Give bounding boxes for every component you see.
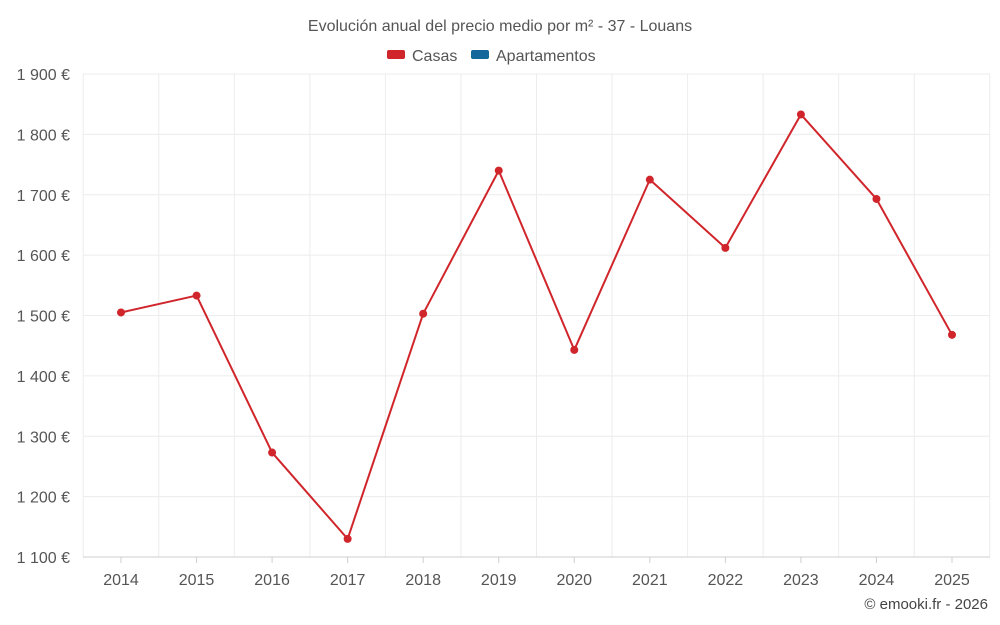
- x-tick-label: 2023: [783, 572, 819, 589]
- y-tick-label: 1 500 €: [17, 309, 70, 326]
- legend-swatch-apartamentos[interactable]: [471, 50, 489, 59]
- x-tick-label: 2025: [934, 572, 970, 589]
- x-tick-label: 2018: [405, 572, 441, 589]
- x-tick-label: 2021: [632, 572, 668, 589]
- x-tick-label: 2022: [708, 572, 744, 589]
- x-tick-label: 2020: [556, 572, 592, 589]
- x-tick-label: 2024: [859, 572, 895, 589]
- y-tick-label: 1 300 €: [17, 429, 70, 446]
- y-tick-label: 1 800 €: [17, 127, 70, 144]
- credit-text: © emooki.fr - 2026: [864, 596, 988, 613]
- data-point[interactable]: [796, 110, 805, 119]
- x-axis: 2014 2015 2016 2017 2018 2019 2020 2021 2022 2023…: [83, 556, 990, 589]
- data-point[interactable]: [721, 243, 730, 252]
- legend-swatch-casas[interactable]: [387, 50, 405, 59]
- data-point[interactable]: [948, 330, 956, 339]
- data-point[interactable]: [872, 194, 881, 203]
- y-tick-label: 1 600 €: [17, 248, 70, 265]
- data-point[interactable]: [268, 448, 277, 457]
- y-tick-label: 1 400 €: [17, 369, 70, 386]
- series-line: [120, 113, 953, 540]
- x-tick-label: 2016: [254, 572, 290, 589]
- legend-label-casas[interactable]: Casas: [412, 48, 457, 65]
- y-tick-label: 1 900 €: [17, 67, 70, 84]
- data-point[interactable]: [192, 291, 201, 300]
- data-point[interactable]: [117, 308, 125, 317]
- data-point[interactable]: [570, 345, 579, 354]
- x-tick-label: 2019: [481, 572, 517, 589]
- x-tick-label: 2014: [103, 572, 139, 589]
- y-tick-label: 1 200 €: [17, 490, 70, 507]
- y-axis: 1 100 € 1 200 € 1 300 € 1 400 € 1 500 € 1 600…: [17, 67, 70, 567]
- grid-lines: [82, 73, 991, 557]
- legend-label-apartamentos[interactable]: Apartamentos: [496, 48, 596, 65]
- series-casas: [117, 110, 956, 543]
- y-tick-label: 1 100 €: [17, 550, 70, 567]
- y-tick-label: 1 700 €: [17, 188, 70, 205]
- data-point[interactable]: [343, 534, 352, 543]
- chart-title: Evolución anual del precio medio por m² …: [308, 18, 692, 35]
- legend: Casas Apartamentos: [387, 48, 596, 65]
- data-point[interactable]: [419, 309, 428, 318]
- data-point[interactable]: [494, 166, 503, 175]
- x-tick-label: 2015: [179, 572, 215, 589]
- x-tick-label: 2017: [330, 572, 366, 589]
- data-point[interactable]: [645, 175, 654, 184]
